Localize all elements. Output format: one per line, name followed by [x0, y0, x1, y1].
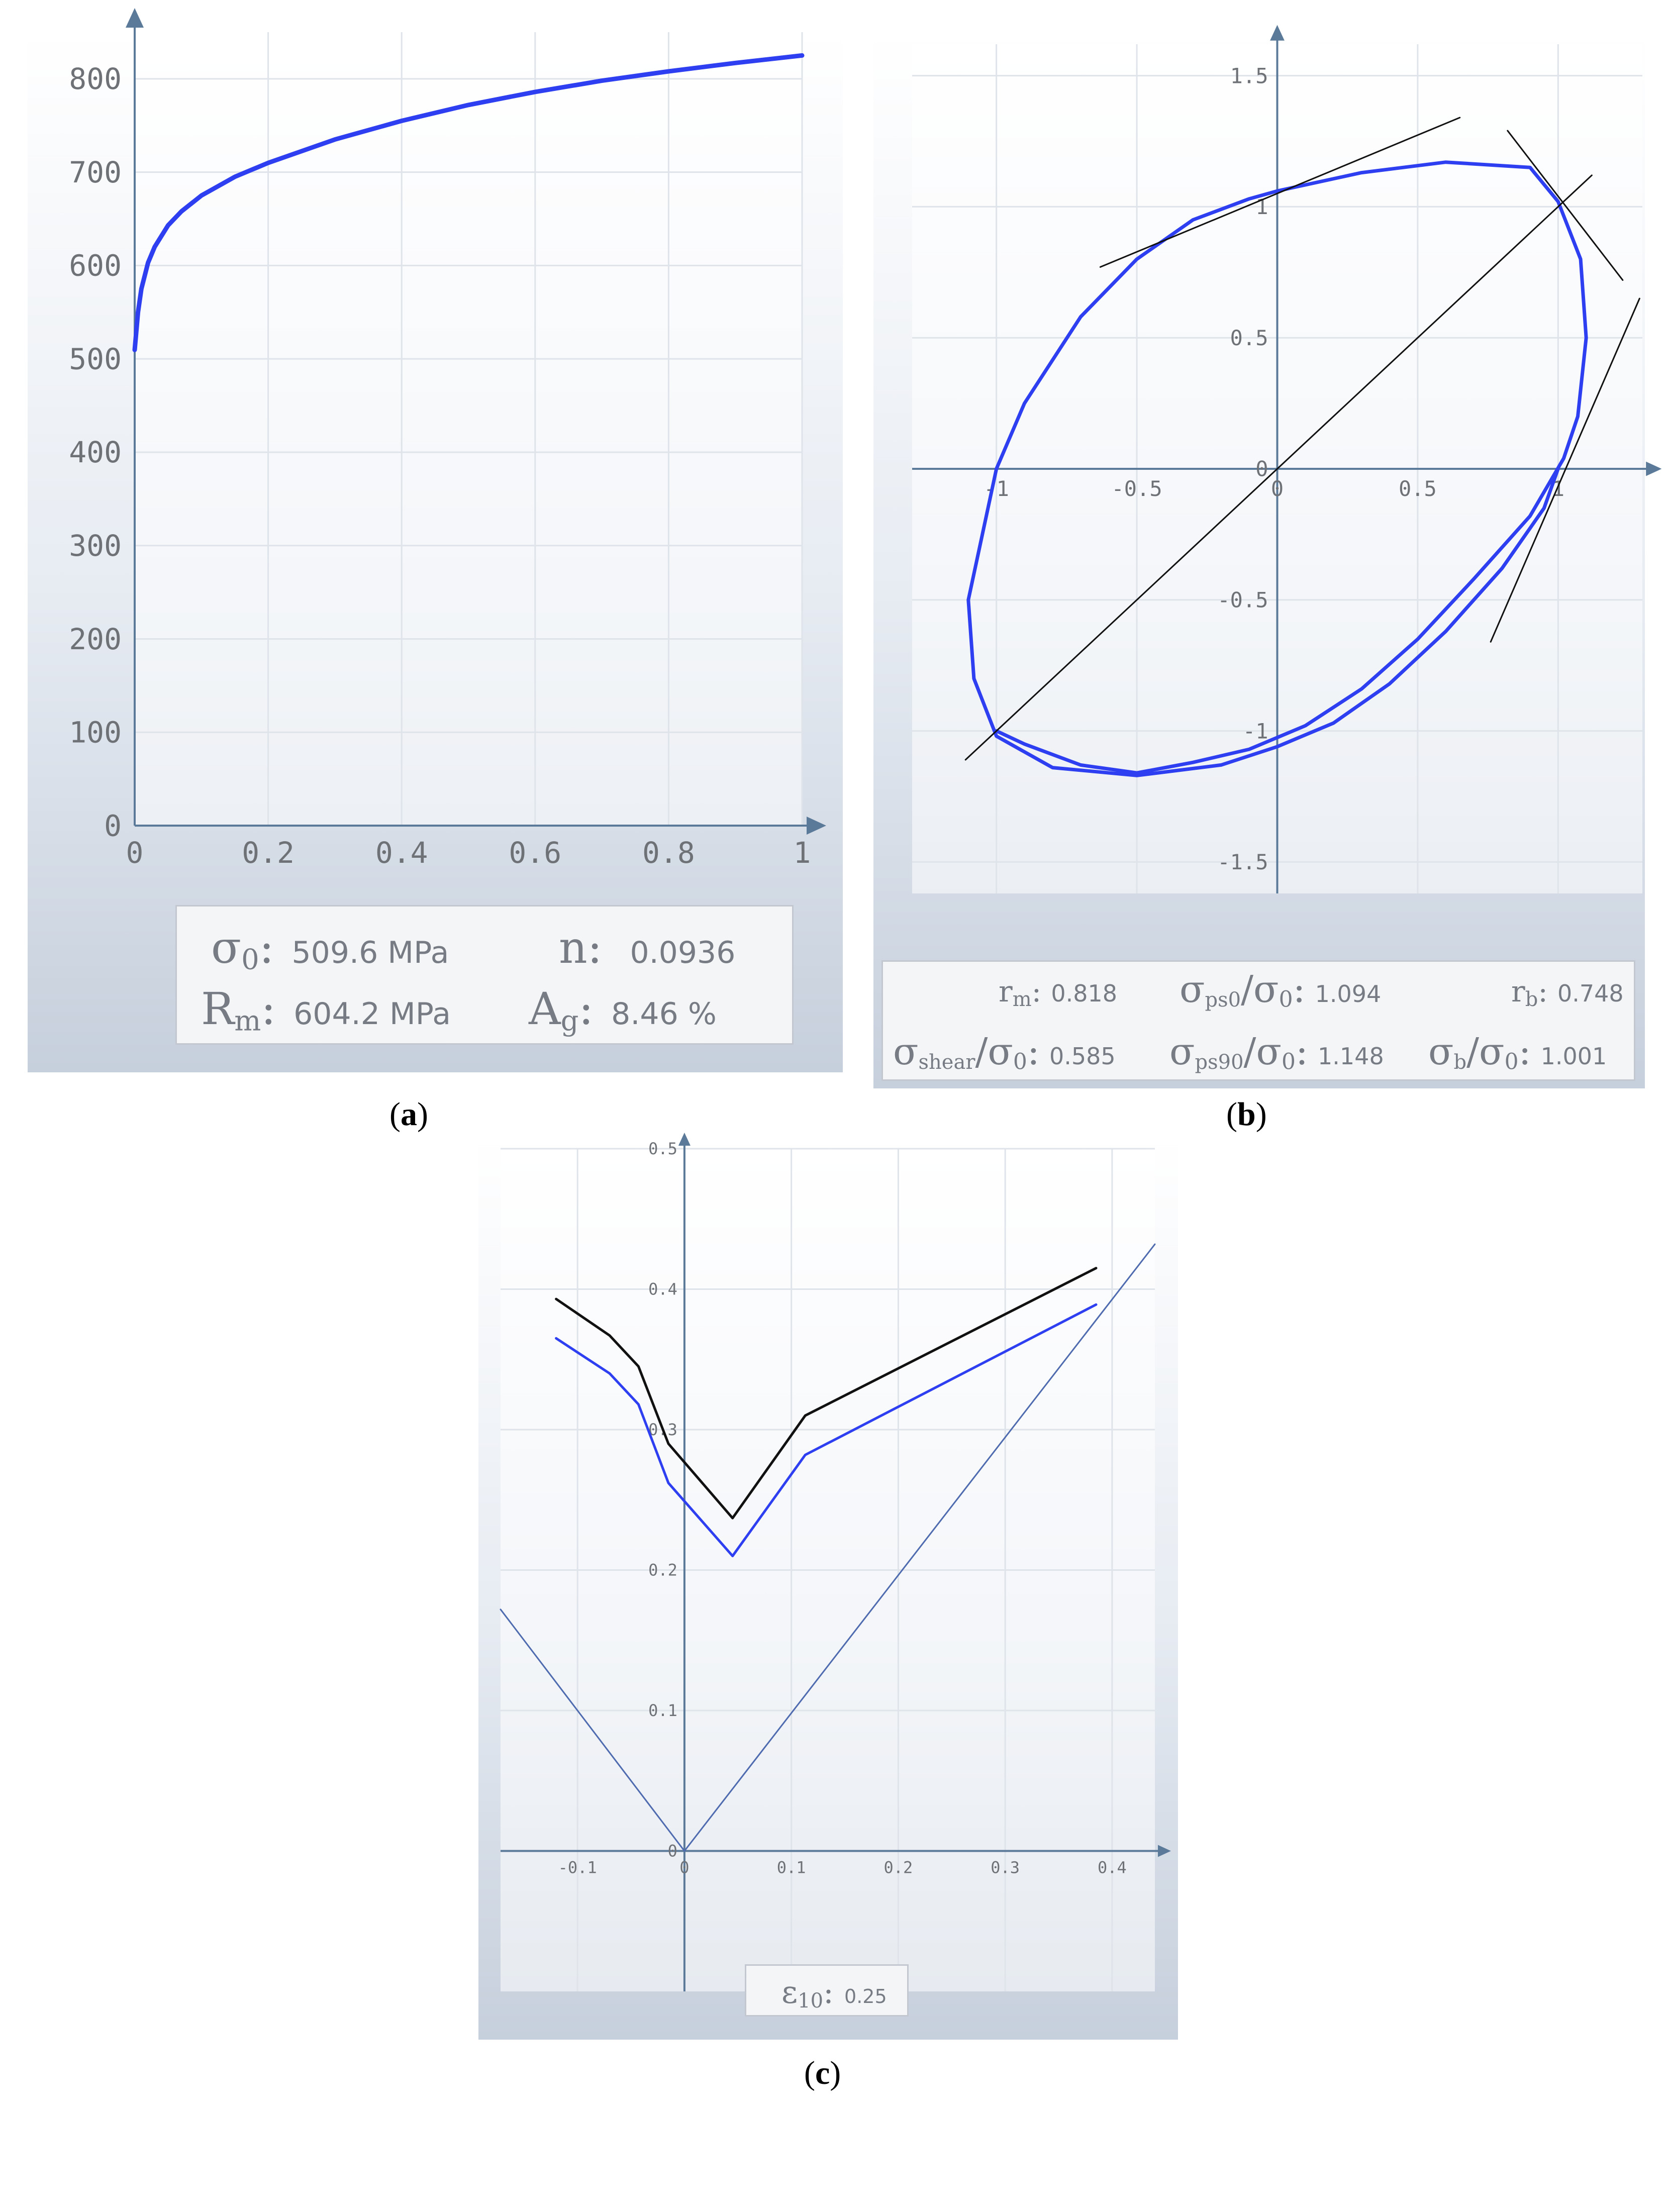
x-tick-label-a-4: 0.8: [642, 836, 695, 870]
x-tick-label-a-5: 1: [794, 836, 811, 870]
y-tick-label-a-2: 200: [69, 622, 122, 656]
x-tick-label-b-3: 0.5: [1399, 476, 1437, 501]
info-sb: σb/σ0: 1.001: [1428, 1030, 1607, 1075]
y-axis-arrow-b: [1270, 25, 1285, 41]
y-tick-label-b-0: -1.5: [1217, 850, 1268, 874]
y-tick-label-a-8: 800: [69, 62, 122, 96]
caption-c: (c): [804, 2055, 841, 2091]
y-tick-label-c-5: 0.5: [648, 1139, 677, 1158]
info-rb: rb: 0.748: [1511, 974, 1624, 1011]
panel-b: -1 -0.5 0 0.5 1 -1.5 -1 -0.5 0 0.5 1 1.5 rm: 0.818 …: [873, 25, 1662, 1088]
x-tick-label-c-1: 0: [679, 1858, 689, 1877]
x-tick-label-b-1: -0.5: [1111, 476, 1162, 501]
x-tick-label-b-2: 0: [1271, 476, 1284, 501]
series-c-0: [555, 1267, 1098, 1520]
series-b-4: [1490, 297, 1640, 643]
info-rm-b: rm: 0.818: [999, 974, 1118, 1011]
y-tick-label-c-4: 0.4: [648, 1280, 677, 1299]
series-b-1: [964, 174, 1593, 761]
x-tick-label-a-0: 0: [126, 836, 144, 870]
info-n: n: 0.0936: [559, 922, 736, 973]
x-tick-label-a-2: 0.4: [375, 836, 428, 870]
plot-area-a: [135, 32, 802, 826]
series-c-2: [500, 1243, 1156, 1852]
y-tick-label-a-6: 600: [69, 249, 122, 283]
panel-c: -0.1 0 0.1 0.2 0.3 0.4 0 0.1 0.2 0.3 0.4 0.5 ε10: 0…: [478, 1133, 1178, 2040]
y-tick-label-a-4: 400: [69, 435, 122, 469]
y-tick-label-b-1: -1: [1243, 719, 1268, 743]
y-tick-label-a-5: 500: [69, 342, 122, 376]
x-tick-label-a-1: 0.2: [242, 836, 294, 870]
y-tick-label-b-3: 0: [1255, 457, 1268, 481]
info-sps90: σps90/σ0: 1.148: [1169, 1030, 1384, 1075]
y-tick-label-c-2: 0.2: [648, 1561, 677, 1580]
x-tick-label-c-4: 0.3: [991, 1858, 1020, 1877]
y-tick-label-c-0: 0: [668, 1842, 677, 1861]
x-tick-label-c-5: 0.4: [1098, 1858, 1127, 1877]
x-tick-label-c-3: 0.2: [884, 1858, 913, 1877]
x-axis-arrow-b: [1646, 461, 1662, 476]
y-tick-label-a-0: 0: [104, 809, 122, 843]
caption-b: (b): [1226, 1096, 1267, 1133]
panel-a: 0 0.2 0.4 0.6 0.8 1 0 100 200 300 400 500 600 700 800 …: [28, 8, 843, 1072]
chart-a-svg: 0 0.2 0.4 0.6 0.8 1 0 100 200 300 400 500 600 700 800: [69, 8, 826, 870]
info-ag: Ag: 8.46 %: [529, 983, 717, 1038]
info-box-c: ε10: 0.25: [745, 1964, 909, 2017]
x-axis-arrow-a: [807, 817, 826, 835]
info-box-a: σ0: 509.6 MPa n: 0.0936 Rm: 604.2 MPa Ag…: [175, 905, 794, 1045]
x-axis-arrow-c: [1158, 1845, 1171, 1857]
y-tick-label-a-7: 700: [69, 155, 122, 189]
info-sshear: σshear/σ0: 0.585: [893, 1030, 1116, 1075]
series-c-1: [555, 1303, 1098, 1557]
x-tick-label-a-3: 0.6: [509, 836, 561, 870]
info-sps0: σps0/σ0: 1.094: [1180, 968, 1382, 1013]
y-tick-label-b-2: -0.5: [1217, 588, 1268, 613]
y-tick-label-c-1: 0.1: [648, 1701, 677, 1720]
series-a-0: [132, 53, 805, 352]
series-b-0: [966, 160, 1588, 777]
chart-c-svg: -0.1 0 0.1 0.2 0.3 0.400.10.20.30.40.5: [500, 1133, 1171, 1991]
x-tick-label-b-0: -1: [984, 476, 1009, 501]
info-rm: Rm: 604.2 MPa: [201, 983, 451, 1038]
y-axis-arrow-c: [678, 1133, 691, 1146]
x-tick-label-c-0: -0.1: [558, 1858, 597, 1877]
info-box-b: rm: 0.818 σps0/σ0: 1.094 rb: 0.748 σshea…: [881, 960, 1635, 1081]
y-tick-label-a-1: 100: [69, 716, 122, 750]
y-tick-label-a-3: 300: [69, 529, 122, 563]
x-tick-label-c-2: 0.1: [777, 1858, 806, 1877]
info-sigma0: σ0: 509.6 MPa: [211, 922, 449, 976]
info-eps10: ε10: 0.25: [781, 1974, 887, 2013]
y-tick-label-b-6: 1.5: [1230, 63, 1268, 88]
y-axis-arrow-a: [126, 8, 144, 28]
series-b-2: [1099, 117, 1461, 268]
chart-b-svg: -1 -0.5 0 0.5 1-1.5-1-0.500.511.5: [912, 25, 1662, 893]
series-b-3: [1507, 130, 1624, 281]
caption-a: (a): [389, 1096, 428, 1133]
y-tick-label-b-4: 0.5: [1230, 326, 1268, 350]
